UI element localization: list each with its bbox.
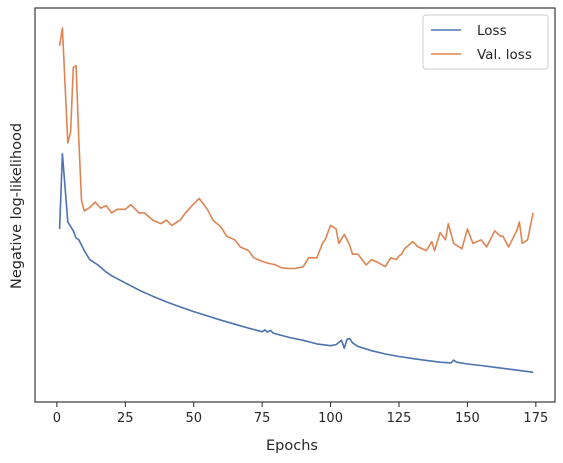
x-tick-label: 75 bbox=[254, 411, 271, 426]
x-tick-label: 150 bbox=[455, 411, 480, 426]
series-line-loss bbox=[58, 152, 534, 374]
x-tick-label: 25 bbox=[117, 411, 134, 426]
x-tick-label: 175 bbox=[523, 411, 548, 426]
axes-frame bbox=[34, 7, 556, 403]
x-tick-label: 0 bbox=[53, 411, 61, 426]
legend-label-val-loss: Val. loss bbox=[477, 47, 532, 63]
x-axis-label: Epochs bbox=[266, 438, 318, 454]
x-tick-label: 125 bbox=[387, 411, 412, 426]
y-axis-label: Negative log-likelihood bbox=[9, 123, 25, 289]
legend-box bbox=[422, 14, 549, 70]
x-tick-label: 100 bbox=[318, 411, 343, 426]
series-line-val-loss bbox=[58, 27, 534, 270]
legend-label-loss: Loss bbox=[477, 23, 507, 39]
plot-area bbox=[58, 27, 534, 374]
x-axis-ticks: 0 25 50 75 100 125 150 175 bbox=[53, 402, 548, 426]
legend: Loss Val. loss bbox=[422, 14, 549, 70]
x-tick-label: 50 bbox=[185, 411, 202, 426]
